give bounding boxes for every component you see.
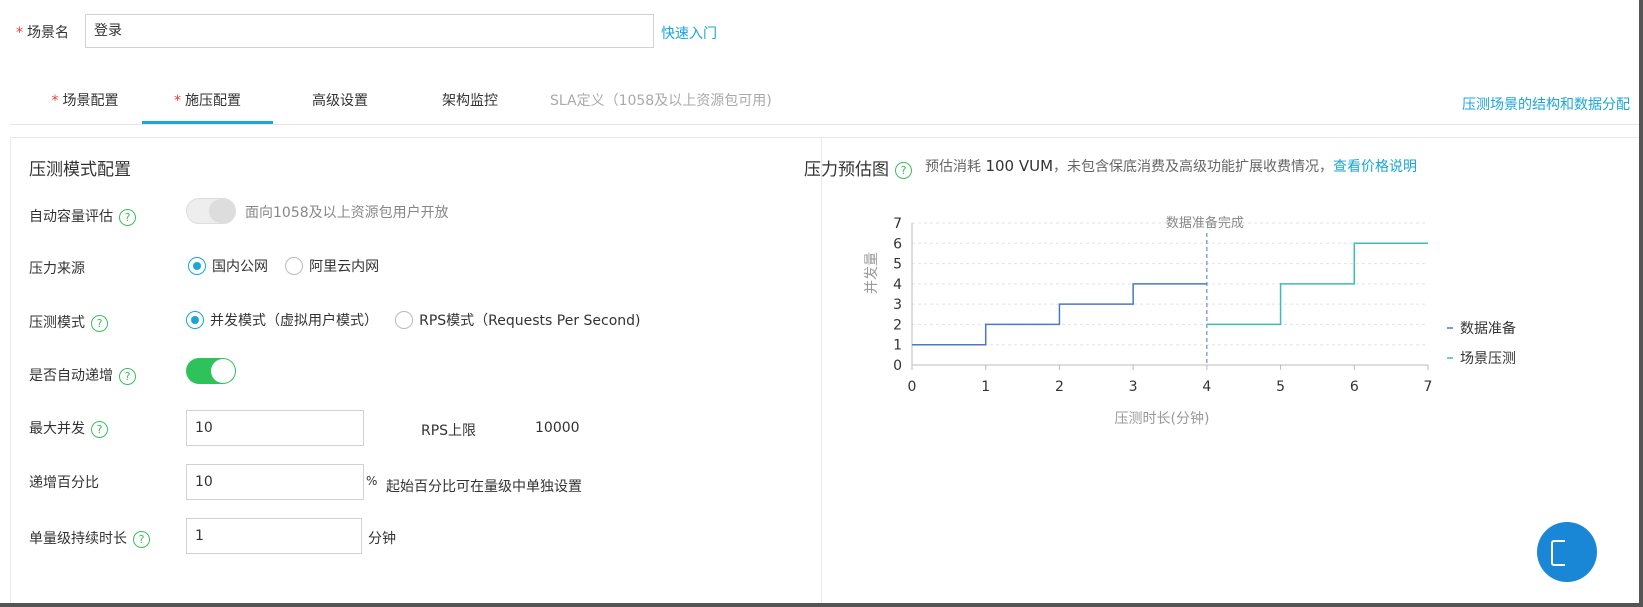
- series-line-1: [912, 283, 1207, 346]
- y-tick-label: 3: [893, 297, 902, 313]
- minute-unit: 分钟: [368, 531, 396, 547]
- x-tick-label: 4: [1202, 379, 1211, 395]
- y-tick-label: 0: [893, 358, 902, 374]
- tab-label: 场景配置: [62, 93, 119, 109]
- scene-name-label: * 场景名: [16, 22, 69, 42]
- y-tick-label: 5: [893, 257, 902, 273]
- x-tick-label: 0: [908, 379, 917, 395]
- help-circle-icon[interactable]: ?: [895, 161, 912, 179]
- tab-scene-config[interactable]: * 场景配置: [30, 90, 140, 124]
- pressure-mode-group: 并发模式（虚拟用户模式） RPS模式（Requests Per Second): [186, 309, 653, 330]
- legend-label: 场景压测: [1460, 351, 1516, 367]
- auto-increase-label-text: 是否自动递增: [29, 368, 113, 384]
- legend-label: 数据准备: [1460, 320, 1516, 337]
- scene-name-input[interactable]: 登录: [85, 14, 654, 48]
- level-duration-input[interactable]: 1: [186, 518, 362, 554]
- radio-label: RPS模式（Requests Per Second): [419, 312, 641, 329]
- toggle-knob: [209, 199, 235, 223]
- pressure-source-label: 压力来源: [29, 261, 85, 277]
- max-concurrency-label-text: 最大并发: [29, 421, 85, 437]
- x-tick-label: 7: [1424, 379, 1433, 395]
- chart-series: [912, 242, 1428, 346]
- percent-unit: %: [366, 474, 378, 488]
- scene-structure-link[interactable]: 压测场景的结构和数据分配: [1462, 97, 1630, 113]
- help-circle-icon[interactable]: ?: [119, 208, 136, 226]
- toggle-knob: [211, 359, 235, 383]
- auto-increase-label: 是否自动递增?: [29, 365, 136, 385]
- series-line-2: [1206, 242, 1428, 326]
- y-axis-label: 并发量: [864, 252, 880, 294]
- rps-limit-value: 10000: [535, 420, 580, 436]
- increase-percent-label: 递增百分比: [29, 475, 99, 491]
- tab-label: 架构监控: [442, 93, 498, 109]
- tab-label: 施压配置: [185, 93, 241, 109]
- chart-axes: 0 1 2 3 4 5 6 7 0 1 2 3 4 5 6 7: [893, 216, 1432, 395]
- x-axis-label: 压测时长(分钟): [1115, 410, 1210, 427]
- section-title: 压测模式配置: [29, 160, 131, 180]
- tab-architecture-monitor[interactable]: 架构监控: [420, 90, 520, 124]
- help-circle-icon[interactable]: ?: [91, 420, 108, 438]
- config-tabs: * 场景配置 * 施压配置 高级设置 架构监控 SLA定义（1058及以上资源包可用…: [10, 84, 1640, 125]
- help-circle-icon[interactable]: ?: [133, 530, 150, 548]
- estimate-suffix: ，未包含保底消费及高级功能扩展收费情况，: [1053, 159, 1334, 175]
- increase-percent-input[interactable]: 10: [186, 464, 364, 500]
- x-tick-label: 3: [1129, 379, 1138, 395]
- y-tick-label: 1: [893, 338, 902, 354]
- x-tick-label: 2: [1055, 379, 1064, 395]
- tab-pressure-config[interactable]: * 施压配置: [142, 90, 273, 124]
- auto-capacity-toggle[interactable]: [186, 198, 236, 224]
- pressure-source-group: 国内公网 阿里云内网: [188, 255, 391, 276]
- radio-label: 国内公网: [212, 258, 268, 275]
- radio-label: 阿里云内网: [309, 258, 380, 275]
- radio-rps-mode[interactable]: [395, 310, 414, 329]
- max-concurrency-input[interactable]: 10: [186, 410, 364, 446]
- y-tick-label: 2: [893, 317, 902, 333]
- auto-capacity-hint: 面向1058及以上资源包用户开放: [245, 205, 449, 221]
- annotation-label: 数据准备完成: [1166, 215, 1244, 231]
- pressure-estimate-panel: 压力预估图? 预估消耗 100 VUM，未包含保底消费及高级功能扩展收费情况，查…: [804, 137, 1643, 607]
- x-tick-label: 6: [1350, 379, 1359, 395]
- tab-label: SLA定义（1058及以上资源包可用): [550, 93, 772, 109]
- tab-sla-definition[interactable]: SLA定义（1058及以上资源包可用): [550, 90, 830, 124]
- pressure-mode-panel: 压测模式配置 自动容量评估? 面向1058及以上资源包用户开放 压力来源 国内公…: [10, 137, 822, 607]
- tab-advanced-settings[interactable]: 高级设置: [290, 90, 390, 124]
- auto-capacity-label: 自动容量评估?: [29, 206, 136, 226]
- quick-start-link[interactable]: 快速入门: [661, 26, 717, 42]
- help-circle-icon[interactable]: ?: [119, 367, 136, 385]
- pressure-mode-label-text: 压测模式: [29, 315, 85, 331]
- tab-label: 高级设置: [312, 93, 368, 109]
- x-tick-label: 5: [1276, 379, 1285, 395]
- radio-aliyun-intranet[interactable]: [285, 256, 304, 275]
- x-tick-label: 1: [981, 379, 990, 395]
- radio-label: 并发模式（虚拟用户模式）: [210, 312, 378, 329]
- auto-capacity-label-text: 自动容量评估: [29, 209, 113, 225]
- estimate-title-text: 压力预估图: [804, 160, 889, 180]
- y-tick-label: 4: [893, 277, 902, 293]
- price-info-link[interactable]: 查看价格说明: [1333, 159, 1418, 175]
- estimate-title: 压力预估图?: [804, 155, 912, 180]
- max-concurrency-label: 最大并发?: [29, 418, 108, 438]
- estimate-note: 预估消耗 100 VUM，未包含保底消费及高级功能扩展收费情况，查看价格说明: [925, 156, 1417, 176]
- level-duration-label-text: 单量级持续时长: [29, 531, 127, 547]
- required-mark: *: [51, 93, 59, 109]
- y-tick-label: 7: [893, 216, 902, 232]
- app-grid-icon: [1551, 540, 1565, 566]
- radio-public-network[interactable]: [188, 256, 206, 275]
- auto-increase-toggle[interactable]: [186, 358, 236, 384]
- increase-percent-note: 起始百分比可在量级中单独设置: [386, 479, 582, 495]
- scene-name-label-text: 场景名: [27, 25, 69, 41]
- y-tick-label: 6: [893, 236, 902, 252]
- floating-action-button[interactable]: [1537, 522, 1597, 582]
- estimate-prefix: 预估消耗: [925, 159, 981, 175]
- required-mark: *: [16, 25, 23, 41]
- required-mark: *: [174, 93, 181, 109]
- radio-concurrency-mode[interactable]: [186, 310, 204, 329]
- pressure-mode-label: 压测模式?: [29, 312, 108, 332]
- rps-limit-label: RPS上限: [421, 423, 477, 439]
- level-duration-label: 单量级持续时长?: [29, 528, 150, 548]
- help-circle-icon[interactable]: ?: [91, 314, 108, 332]
- estimate-value: 100 VUM: [985, 157, 1054, 175]
